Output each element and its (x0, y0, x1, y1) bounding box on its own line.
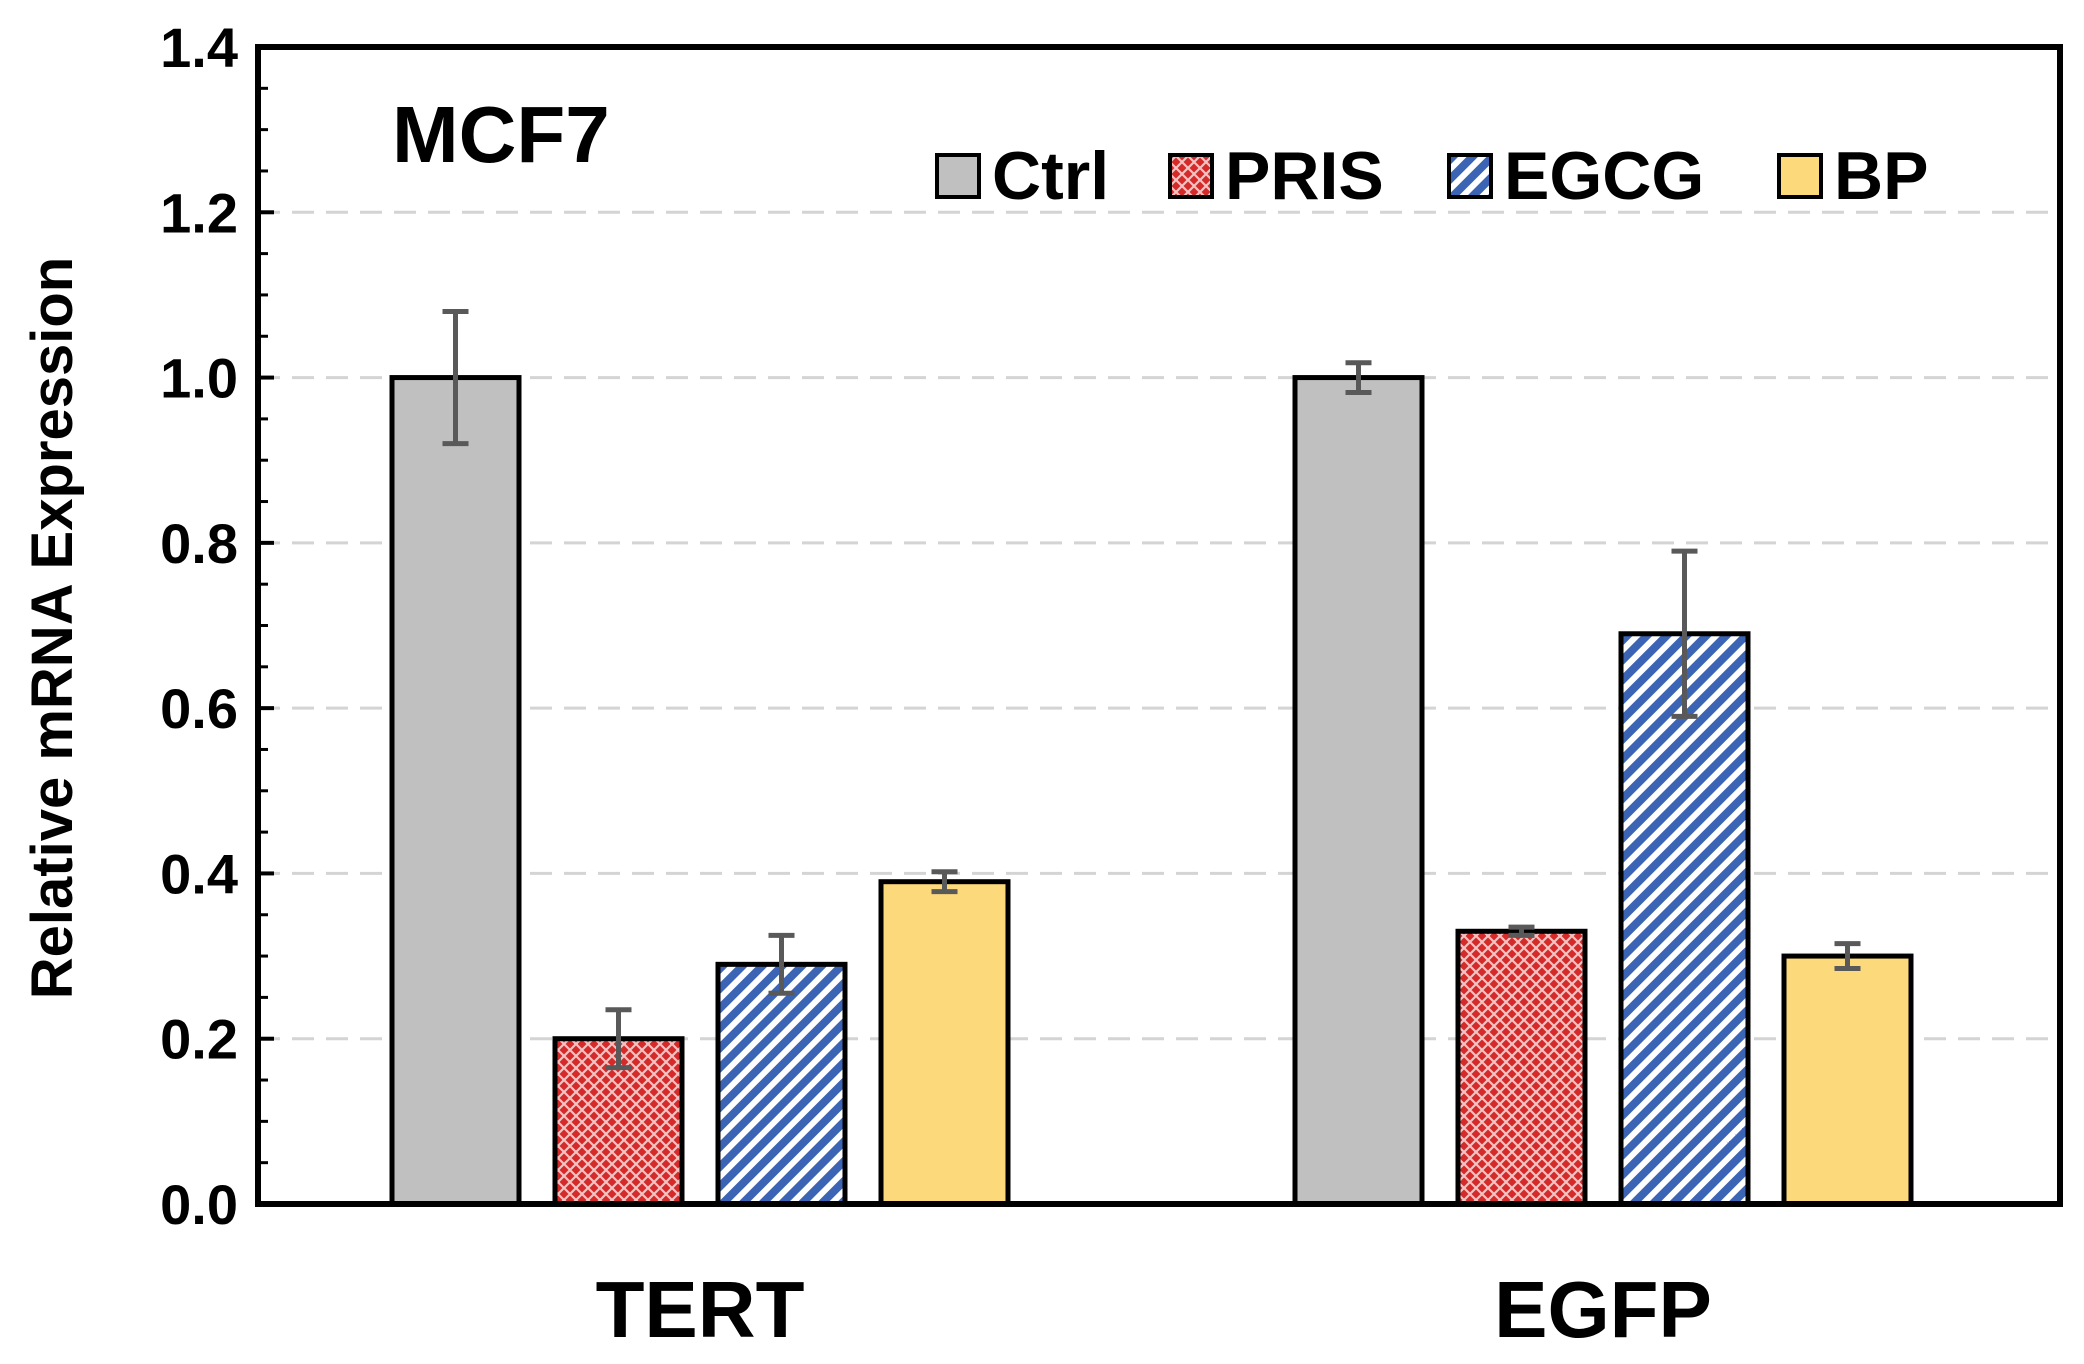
legend-swatch-ctrl (935, 153, 981, 199)
y-tick-label: 0.6 (160, 677, 238, 740)
legend-label-egcg: EGCG (1504, 138, 1704, 214)
error-bar-egfp-bp (1834, 941, 1861, 971)
legend-label-pris: PRIS (1225, 138, 1384, 214)
y-tick-label: 1.0 (160, 347, 238, 410)
bar-egfp-ctrl (1292, 375, 1425, 1207)
legend: Ctrl PRIS EGCG BP (935, 138, 1928, 214)
y-tick-label: 0.4 (160, 842, 238, 905)
bars (389, 375, 1914, 1207)
bar-tert-ctrl (389, 375, 522, 1207)
error-bar-egfp-pris (1508, 924, 1535, 938)
error-bar-tert-pris (605, 1007, 632, 1071)
y-axis-label: Relative mRNA Expression (20, 257, 85, 999)
y-axis-ticks (258, 45, 274, 1206)
y-tick-label: 0.2 (160, 1008, 238, 1071)
error-bar-tert-ctrl (442, 308, 469, 447)
gridlines (258, 210, 2060, 1041)
y-tick-label: 1.4 (160, 16, 238, 79)
y-tick-label: 0.8 (160, 512, 238, 575)
legend-swatch-pris (1168, 153, 1214, 199)
error-bar-egfp-egcg (1671, 548, 1698, 719)
legend-label-ctrl: Ctrl (992, 138, 1109, 214)
error-bar-egfp-ctrl (1345, 360, 1372, 395)
y-tick-label: 0.0 (160, 1173, 238, 1236)
bar-tert-egcg (715, 961, 848, 1207)
error-bar-tert-egcg (768, 932, 795, 996)
x-category-label-tert: TERT (596, 1265, 805, 1354)
bar-egfp-pris (1455, 928, 1588, 1207)
x-category-label-egfp: EGFP (1494, 1265, 1712, 1354)
legend-swatch-bp (1777, 153, 1823, 199)
error-bars (442, 308, 1861, 1071)
legend-label-bp: BP (1834, 138, 1928, 214)
x-axis-category-labels: TERT EGFP (596, 1265, 1712, 1354)
bar-tert-bp (878, 879, 1011, 1207)
chart-title: MCF7 (392, 90, 610, 179)
legend-swatch-egcg (1447, 153, 1493, 199)
y-axis-tick-labels: 0.0 0.2 0.4 0.6 0.8 1.0 1.2 1.4 (160, 16, 238, 1236)
bar-egfp-egcg (1618, 631, 1751, 1207)
y-tick-label: 1.2 (160, 181, 238, 244)
error-bar-tert-bp (931, 869, 958, 895)
bar-egfp-bp (1781, 953, 1914, 1207)
